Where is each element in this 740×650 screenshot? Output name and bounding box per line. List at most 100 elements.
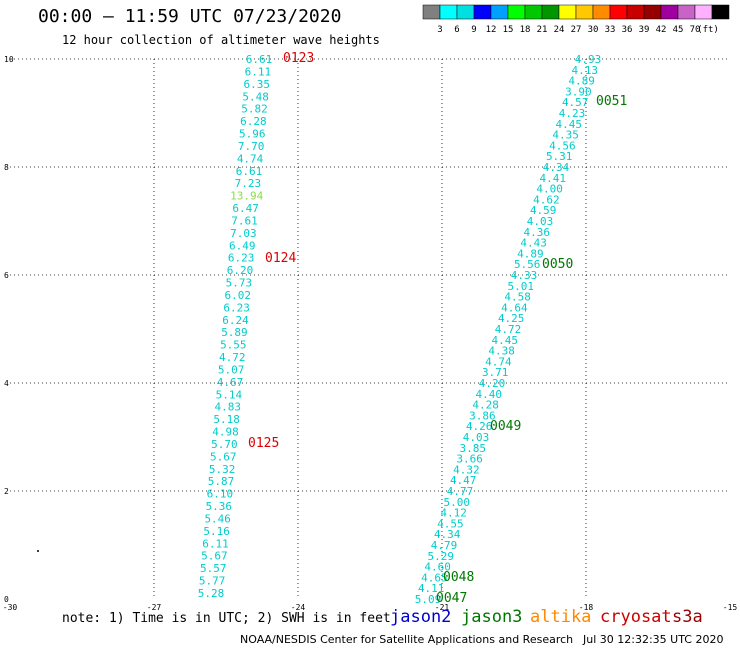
wave-height-value: 6.11 (202, 537, 229, 550)
color-scale-label: 15 (503, 25, 514, 35)
wave-height-value: 4.45 (556, 118, 583, 131)
wave-height-value: 4.72 (219, 351, 246, 364)
y-tick-label: 8 (4, 163, 9, 172)
wave-height-value: 4.26 (466, 420, 493, 433)
color-scale-label: (ft) (697, 25, 719, 35)
legend-cryosat: cryosat (600, 607, 672, 627)
wave-height-value: 3.85 (460, 442, 487, 455)
pass-label: 0047 (436, 591, 467, 606)
wave-height-value: 6.23 (228, 252, 255, 265)
wave-height-value: 5.01 (508, 280, 535, 293)
wave-height-value: 4.12 (440, 507, 467, 520)
color-swatch (711, 4, 730, 20)
wave-height-value: 5.00 (444, 496, 471, 509)
color-scale-label: 18 (520, 25, 531, 35)
wave-height-value: 4.40 (476, 388, 503, 401)
wave-height-value: 4.93 (575, 53, 602, 66)
wave-height-value: 5.29 (428, 550, 455, 563)
color-scale-label: 45 (673, 25, 684, 35)
wave-height-value: 5.77 (199, 575, 226, 588)
wave-height-value: 5.82 (241, 103, 268, 116)
color-scale-label: 42 (656, 25, 667, 35)
wave-height-value: 5.32 (209, 463, 236, 476)
wave-height-value: 5.36 (206, 500, 233, 513)
wave-height-value: 4.00 (536, 183, 563, 196)
wave-height-value: 6.49 (229, 239, 256, 252)
wave-height-value: 4.58 (504, 291, 531, 304)
x-tick-label: -15 (723, 603, 738, 612)
wave-height-value: 6.35 (244, 78, 271, 91)
page-title: 00:00 – 11:59 UTC 07/23/2020 (38, 6, 342, 27)
pass-label: 0125 (248, 436, 279, 451)
wave-height-value: 6.47 (232, 202, 259, 215)
wave-height-value: 4.35 (552, 129, 579, 142)
wave-height-value: 5.55 (220, 339, 247, 352)
wave-height-value: 4.60 (424, 561, 451, 574)
wave-height-value: 3.90 (565, 85, 592, 98)
x-tick-label: -18 (579, 603, 594, 612)
wave-height-value: 5.73 (226, 277, 253, 290)
legend-altika: altika (530, 607, 592, 627)
wave-height-value: 4.23 (559, 107, 586, 120)
page-subtitle: 12 hour collection of altimeter wave hei… (62, 33, 380, 47)
wave-height-value: 4.34 (434, 528, 461, 541)
wave-height-value: 6.61 (246, 53, 273, 66)
color-scale-label: 24 (554, 25, 565, 35)
y-tick-label: 6 (4, 271, 9, 280)
y-tick-label: 2 (4, 487, 9, 496)
color-scale-label: 36 (622, 25, 633, 35)
wave-height-value: 4.89 (568, 75, 595, 88)
wave-height-value: 4.11 (418, 582, 445, 595)
wave-height-value: 4.43 (520, 237, 547, 250)
wave-height-value: 4.41 (540, 172, 567, 185)
wave-height-value: 4.64 (501, 301, 528, 314)
legend-s3a: s3a (672, 607, 703, 627)
wave-height-value: 6.28 (240, 115, 267, 128)
color-scale-label: 21 (537, 25, 548, 35)
wave-height-value: 5.14 (216, 388, 243, 401)
generated-timestamp: Jul 30 12:32:35 UTC 2020 (583, 633, 724, 646)
wave-height-value: 4.47 (450, 474, 477, 487)
wave-height-value: 7.23 (235, 177, 262, 190)
wave-height-value: 6.61 (236, 165, 263, 178)
color-scale-label: 30 (588, 25, 599, 35)
pass-label: 0051 (596, 94, 627, 109)
wave-height-value: 4.20 (479, 377, 506, 390)
wave-height-value: 4.32 (453, 463, 480, 476)
footer-note: note: 1) Time is in UTC; 2) SWH is in fe… (62, 611, 391, 626)
marker-dot (37, 550, 39, 552)
wave-height-value: 4.83 (214, 401, 241, 414)
wave-height-value: 5.89 (221, 326, 248, 339)
wave-height-value: 4.28 (472, 399, 499, 412)
wave-height-value: 4.56 (549, 139, 576, 152)
wave-height-value: 5.67 (201, 550, 228, 563)
wave-height-value: 5.07 (218, 363, 245, 376)
wave-height-value: 5.56 (514, 258, 541, 271)
wave-height-value: 5.70 (211, 438, 238, 451)
wave-height-value: 5.57 (200, 562, 227, 575)
wave-height-value: 4.03 (527, 215, 554, 228)
x-tick-label: -21 (435, 603, 450, 612)
wave-height-value: 4.34 (543, 161, 570, 174)
x-tick-label: -27 (147, 603, 162, 612)
wave-height-value: 4.25 (498, 312, 525, 325)
wave-height-value: 3.86 (469, 409, 496, 422)
pass-label: 0049 (490, 419, 521, 434)
wave-height-value: 6.10 (207, 488, 234, 501)
wave-height-value: 4.89 (517, 247, 544, 260)
x-tick-label: -24 (291, 603, 306, 612)
wave-height-value: 5.48 (242, 90, 269, 103)
color-scale-label: 70 (690, 25, 701, 35)
wave-height-value: 3.66 (456, 453, 483, 466)
wave-height-value: 4.13 (572, 64, 599, 77)
wave-height-value: 4.77 (447, 485, 474, 498)
wave-height-value: 6.02 (225, 289, 252, 302)
legend-jason3: jason3 (461, 607, 523, 627)
wave-height-value: 4.74 (237, 152, 264, 165)
wave-height-value: 4.72 (495, 323, 522, 336)
wave-height-value: 4.57 (562, 96, 589, 109)
color-scale-label: 33 (605, 25, 616, 35)
x-tick-label: -30 (3, 603, 18, 612)
pass-label: 0124 (265, 251, 296, 266)
wave-height-value: 7.70 (238, 140, 265, 153)
